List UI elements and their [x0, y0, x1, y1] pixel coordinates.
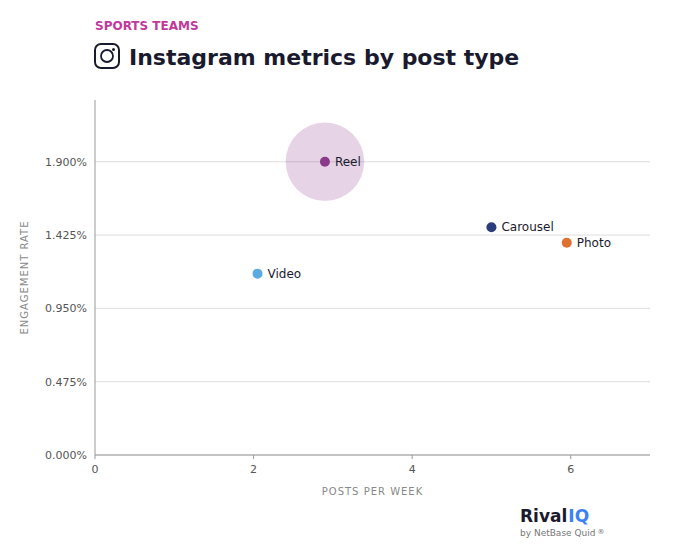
grid-line [95, 455, 650, 456]
x-axis-line [95, 455, 650, 456]
icon-frame [95, 44, 119, 68]
brand-mark: ® [597, 528, 604, 536]
y-tick-label: 0.950% [45, 302, 87, 315]
title: Instagram metrics by post type [129, 45, 519, 70]
x-tick-label: 4 [409, 463, 416, 476]
x-tick-label: 6 [567, 463, 574, 476]
point-label: Video [268, 267, 302, 281]
icon-lens [101, 50, 113, 62]
grid-line [95, 161, 650, 162]
brand-subtext: by NetBase Quid [520, 528, 595, 538]
grid-line [95, 235, 650, 236]
point [562, 238, 572, 248]
y-tick-label: 0.000% [45, 449, 87, 462]
chart: SPORTS TEAMS Instagram metrics by post ty… [0, 0, 700, 545]
x-tick-label: 2 [250, 463, 257, 476]
y-axis-line [95, 100, 96, 455]
subtitle: SPORTS TEAMS [95, 19, 199, 33]
y-tick-label: 1.425% [45, 229, 87, 242]
point [486, 222, 496, 232]
point-label: Reel [335, 155, 361, 169]
x-axis-label: POSTS PER WEEK [322, 486, 423, 497]
x-tick [95, 455, 96, 459]
title-icon [95, 44, 119, 68]
x-tick [570, 455, 571, 459]
grid-line [95, 308, 650, 309]
icon-dot [112, 48, 115, 51]
grid-line [95, 381, 650, 382]
point [320, 157, 330, 167]
brand-text: IQ [568, 506, 589, 526]
y-axis-label: ENGAGEMENT RATE [19, 220, 30, 334]
bubble [286, 122, 365, 201]
brand-text: Rival [520, 506, 567, 526]
y-tick-label: 0.475% [45, 376, 87, 389]
point-label: Carousel [501, 220, 553, 234]
y-tick-label: 1.900% [45, 156, 87, 169]
x-tick-label: 0 [92, 463, 99, 476]
point-label: Photo [577, 236, 611, 250]
x-tick [412, 455, 413, 459]
point [253, 269, 263, 279]
x-tick [253, 455, 254, 459]
